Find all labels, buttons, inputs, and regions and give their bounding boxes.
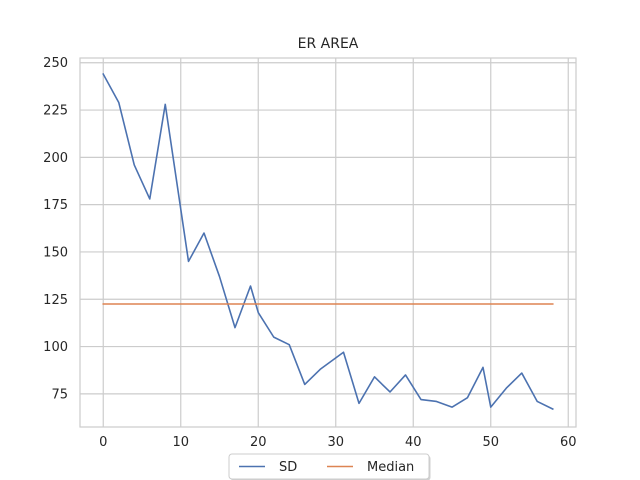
legend: SD Median: [229, 454, 431, 480]
grid: [80, 58, 576, 427]
y-tick-label: 75: [51, 387, 68, 402]
x-tick-label: 60: [560, 435, 577, 450]
y-tick-label: 200: [43, 151, 68, 166]
y-tick-label: 175: [43, 198, 68, 213]
x-tick-label: 0: [99, 435, 107, 450]
series-line-sd: [103, 74, 553, 409]
x-tick-label: 10: [172, 435, 189, 450]
x-tick-label: 50: [482, 435, 499, 450]
x-tick-label: 30: [327, 435, 344, 450]
y-tick-label: 225: [43, 104, 68, 119]
chart-title: ER AREA: [298, 36, 359, 52]
y-tick-label: 125: [43, 293, 68, 308]
x-tick-label: 40: [405, 435, 422, 450]
x-tick-label: 20: [250, 435, 267, 450]
series-lines: [103, 74, 553, 409]
y-tick-label: 250: [43, 56, 68, 71]
legend-label-sd: SD: [279, 460, 297, 475]
y-tick-label: 150: [43, 245, 68, 260]
plot-border: [80, 58, 576, 427]
legend-label-median: Median: [367, 460, 414, 475]
tick-labels: 0 10 20 30 40 50 60 75 100 125 150 175 200 225 250: [43, 56, 576, 450]
plot-frame: [80, 58, 576, 427]
y-tick-label: 100: [43, 340, 68, 355]
